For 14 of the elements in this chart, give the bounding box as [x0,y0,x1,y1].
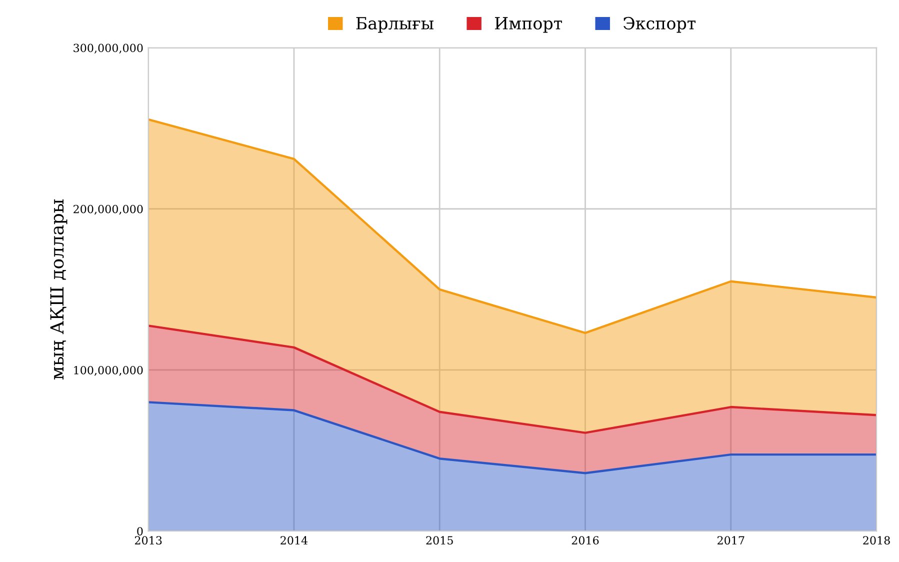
x-tick-label: 2016 [572,536,599,545]
y-tick-label: 100,000,000 [74,366,143,376]
x-tick-label: 2014 [280,536,308,545]
y-tick-label: 300,000,000 [74,44,143,54]
x-tick-label: 2017 [718,536,744,545]
y-axis-title: мың АҚШ доллары [50,199,68,380]
y-tick-label: 200,000,000 [74,204,143,215]
legend-label: Импорт [495,17,562,33]
x-tick-label: 2015 [426,536,453,545]
legend-label: Барлығы [356,17,434,33]
y-tick-label: 0 [137,527,143,536]
legend-label: Экспорт [624,16,696,33]
x-tick-label: 2018 [863,536,890,545]
x-tick-label: 2013 [134,536,162,545]
